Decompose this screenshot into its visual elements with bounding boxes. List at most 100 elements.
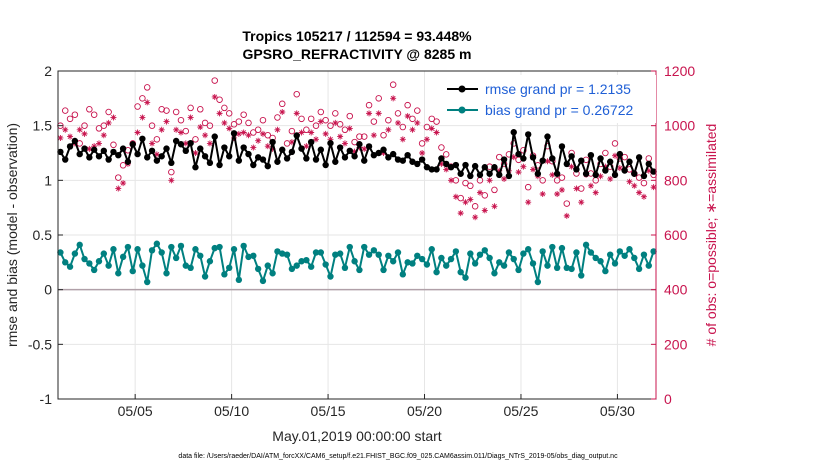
bias-point: [235, 276, 243, 284]
bias-point: [317, 249, 325, 256]
rmse-point: [139, 135, 146, 142]
bias-point: [177, 242, 185, 250]
rmse-point: [144, 154, 151, 161]
obs-possible-point: [467, 182, 474, 190]
rmse-point: [168, 159, 175, 167]
rmse-point: [457, 170, 464, 177]
rmse-point: [510, 129, 517, 136]
rmse-point: [476, 171, 484, 179]
bias-point: [496, 259, 503, 266]
rmse-point: [380, 146, 387, 153]
bias-point: [389, 258, 397, 265]
rmse-point: [201, 153, 209, 160]
rmse-point: [539, 157, 546, 164]
rmse-point: [525, 131, 532, 138]
obs-possible-point: [553, 177, 561, 184]
bias-point: [447, 255, 455, 263]
obs-assimilated-point: [650, 184, 657, 191]
obs-possible-point: [61, 107, 69, 114]
rmse-point: [553, 170, 561, 177]
obs-assimilated-point: [62, 126, 69, 133]
rmse-series: [57, 129, 657, 180]
bias-point: [283, 251, 291, 258]
bias-point: [394, 249, 402, 256]
bias-point: [462, 274, 469, 281]
obs-possible-point: [481, 192, 489, 199]
bias-point: [423, 261, 431, 268]
obs-possible-point: [240, 111, 247, 118]
bias-point: [351, 258, 358, 265]
rmse-point: [404, 151, 411, 159]
rmse-point: [322, 161, 329, 169]
y-tick-label: -1: [40, 391, 53, 407]
rmse-point: [616, 150, 624, 158]
y-right-tick-label: 600: [664, 227, 688, 243]
rmse-point: [66, 143, 74, 150]
obs-possible-point: [81, 122, 88, 129]
bias-point: [520, 250, 527, 257]
bias-point: [144, 278, 151, 286]
bias-point: [172, 254, 180, 262]
obs-possible-point: [293, 90, 300, 98]
obs-possible-point: [254, 126, 262, 134]
obs-possible-point: [298, 115, 305, 123]
bias-point: [645, 262, 652, 269]
obs-possible-point: [230, 121, 238, 128]
obs-possible-point: [360, 133, 368, 140]
bias-point: [404, 259, 411, 266]
bias-point: [279, 250, 286, 257]
obs-assimilated-point: [173, 126, 180, 133]
obs-assimilated-point: [361, 145, 368, 152]
obs-assimilated-point: [462, 199, 469, 206]
obs-possible-point: [283, 140, 291, 147]
obs-assimilated-point: [115, 185, 122, 192]
rmse-point: [515, 150, 522, 158]
obs-assimilated-point: [428, 125, 435, 132]
obs-possible-point: [375, 95, 382, 102]
rmse-point: [134, 150, 141, 158]
rmse-point: [346, 147, 353, 155]
bias-point: [471, 260, 479, 267]
obs-possible-point: [177, 116, 185, 124]
obs-assimilated-point: [303, 143, 310, 150]
rmse-point: [293, 132, 300, 139]
bias-point: [611, 260, 619, 267]
obs-assimilated-point: [163, 118, 170, 125]
rmse-point: [370, 151, 378, 159]
obs-possible-point: [172, 108, 180, 116]
bias-point: [153, 240, 161, 247]
obs-assimilated-point: [346, 125, 353, 132]
obs-possible-point: [332, 110, 339, 117]
obs-assimilated-point: [211, 93, 218, 100]
bias-point: [549, 243, 556, 251]
obs-assimilated-point: [187, 114, 194, 121]
rmse-point: [115, 151, 122, 159]
bias-series: [57, 240, 657, 286]
obs-assimilated-point: [158, 126, 165, 133]
bias-point: [428, 246, 435, 253]
bias-point: [414, 252, 421, 259]
x-tick-label: 05/30: [600, 403, 635, 419]
obs-assimilated-point: [293, 110, 300, 117]
obs-possible-point: [438, 144, 445, 151]
rmse-point: [351, 153, 358, 160]
bias-point: [259, 277, 267, 285]
obs-possible-point: [168, 168, 175, 176]
obs-assimilated-point: [626, 178, 633, 185]
rmse-point: [423, 164, 431, 171]
bias-point: [158, 249, 165, 256]
obs-possible-point: [524, 183, 532, 191]
obs-assimilated-point: [467, 196, 474, 203]
obs-possible-point: [520, 147, 527, 154]
obs-possible-point: [356, 133, 363, 140]
obs-assimilated-point: [587, 182, 594, 189]
rmse-point: [124, 158, 132, 165]
x-ticks: 05/05 05/10 05/15 05/20 05/25 05/30: [118, 394, 635, 419]
obs-possible-point: [442, 151, 450, 158]
obs-assimilated-point: [235, 130, 242, 137]
bias-point: [529, 260, 537, 267]
rmse-point: [90, 146, 98, 153]
y-axis-label-right: # of obs: o=possible; ∗=assimilated: [703, 124, 719, 347]
bias-point: [510, 255, 517, 263]
obs-possible-point: [336, 121, 344, 128]
